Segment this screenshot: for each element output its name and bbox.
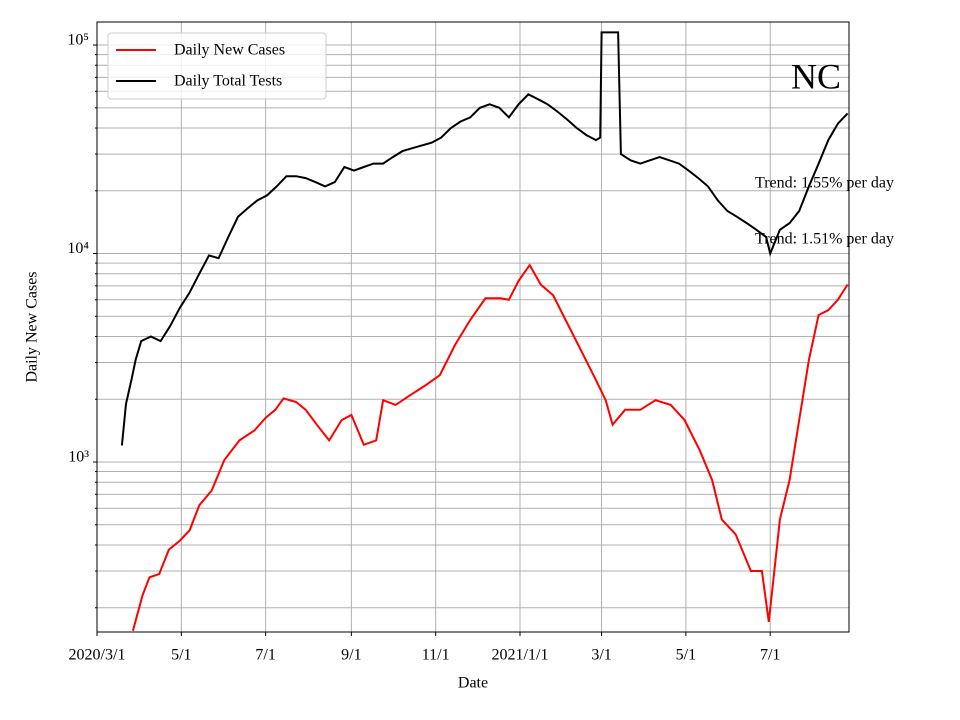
x-tick-label: 9/1 — [341, 647, 361, 664]
x-tick-label: 2020/3/1 — [69, 647, 126, 664]
x-tick-label: 7/1 — [760, 647, 780, 664]
x-tick-label: 11/1 — [422, 647, 450, 664]
lines — [120, 31, 849, 632]
trend-annotation: Trend: 1.51% per day — [755, 231, 894, 248]
x-axis-label: Date — [458, 675, 488, 692]
y-tick-label: 10³ — [68, 449, 89, 466]
state-label: NC — [791, 56, 841, 96]
legend: Daily New Cases Daily Total Tests — [107, 32, 327, 100]
legend-label: Daily New Cases — [174, 42, 285, 59]
x-tick-label: 3/1 — [591, 647, 611, 664]
legend-box — [107, 32, 327, 100]
x-tick-label: 5/1 — [676, 647, 696, 664]
grid — [93, 22, 849, 636]
series-line — [120, 31, 849, 446]
x-tick-label: 2021/1/1 — [492, 647, 549, 664]
y-tick-label: 10⁵ — [67, 32, 89, 49]
trend-annotation: Trend: 1.55% per day — [755, 175, 894, 192]
legend-label: Daily Total Tests — [174, 73, 282, 90]
plot-frame — [96, 21, 850, 633]
y-tick-label: 10⁴ — [67, 240, 89, 257]
y-axis-label: Daily New Cases — [24, 271, 41, 382]
x-tick-label: 5/1 — [171, 647, 191, 664]
x-tick-label: 7/1 — [255, 647, 275, 664]
series-line — [131, 263, 849, 632]
